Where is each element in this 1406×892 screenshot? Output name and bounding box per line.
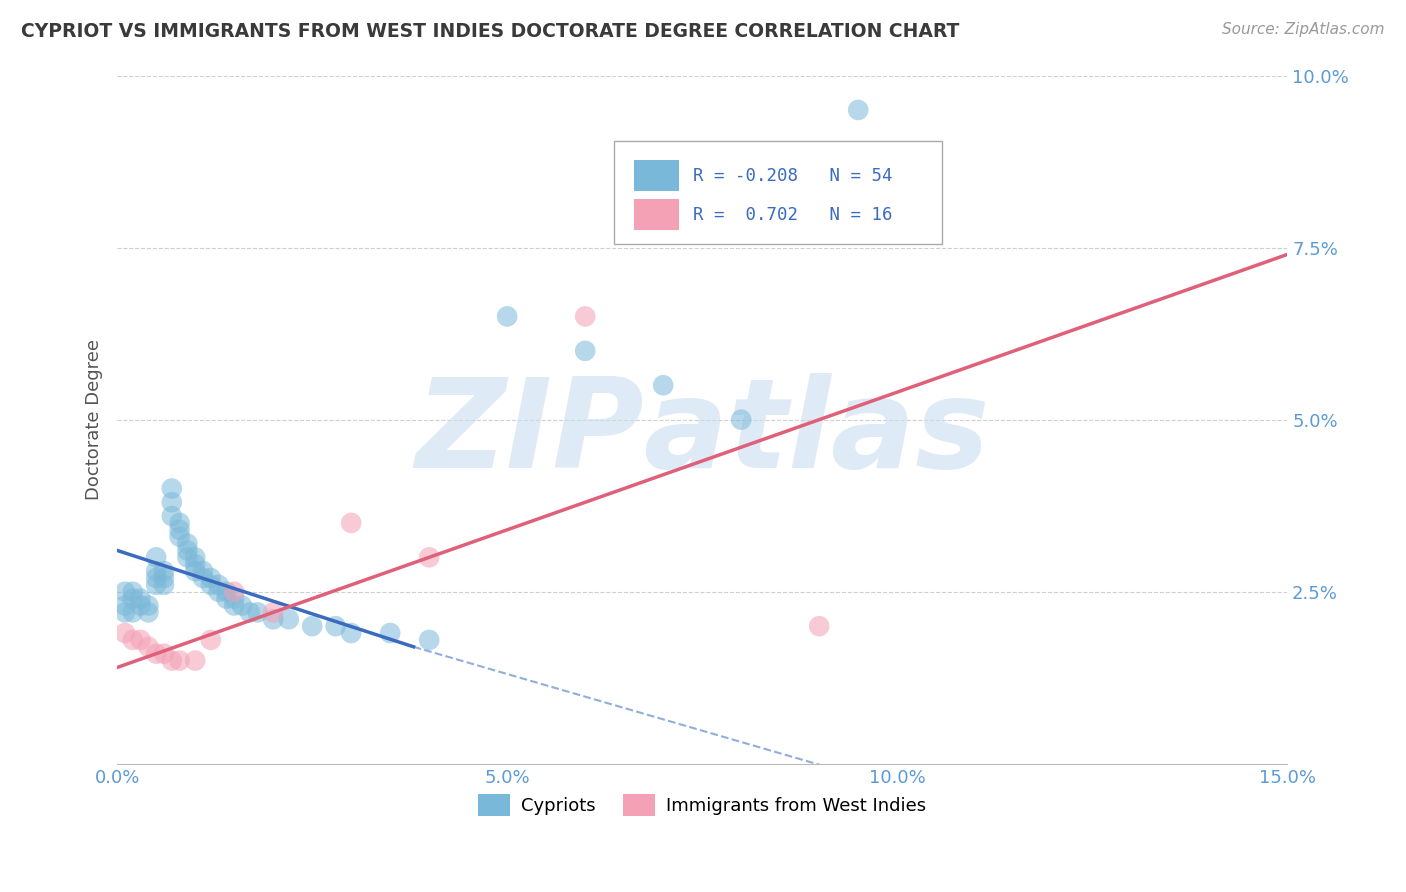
Point [277, 612, 299, 626]
Legend: Cypriots, Immigrants from West Indies: Cypriots, Immigrants from West Indies [471, 787, 934, 823]
Point [418, 632, 440, 647]
Point [418, 550, 440, 565]
Point [215, 591, 238, 606]
Point [730, 412, 752, 426]
Point [224, 584, 246, 599]
Point [340, 516, 363, 530]
Point [121, 632, 143, 647]
Point [215, 584, 238, 599]
Point [129, 591, 152, 606]
Point [114, 584, 136, 599]
Text: R =  0.702   N = 16: R = 0.702 N = 16 [693, 206, 893, 224]
Point [846, 103, 869, 117]
Point [191, 564, 214, 578]
Point [114, 606, 136, 620]
Point [574, 310, 596, 324]
Point [184, 654, 207, 668]
Point [808, 619, 831, 633]
Point [160, 654, 183, 668]
Point [145, 578, 167, 592]
Point [145, 647, 167, 661]
Point [262, 606, 284, 620]
Point [169, 523, 191, 537]
Text: ZIP​atlas: ZIP​atlas [415, 373, 990, 494]
Point [129, 599, 152, 613]
Point [262, 612, 284, 626]
Point [231, 599, 253, 613]
Point [325, 619, 347, 633]
Point [138, 599, 160, 613]
Point [224, 591, 246, 606]
Point [224, 599, 246, 613]
Point [200, 578, 222, 592]
Point [301, 619, 323, 633]
Point [153, 564, 176, 578]
Point [145, 550, 167, 565]
Point [121, 606, 143, 620]
Point [114, 626, 136, 640]
Point [176, 543, 198, 558]
Point [129, 632, 152, 647]
Point [200, 571, 222, 585]
Point [169, 530, 191, 544]
Text: Source: ZipAtlas.com: Source: ZipAtlas.com [1222, 22, 1385, 37]
Point [239, 606, 262, 620]
Point [160, 482, 183, 496]
Point [380, 626, 402, 640]
Point [114, 599, 136, 613]
Point [200, 632, 222, 647]
Point [184, 564, 207, 578]
FancyBboxPatch shape [614, 141, 942, 244]
Y-axis label: Doctorate Degree: Doctorate Degree [86, 339, 103, 500]
Point [207, 584, 229, 599]
FancyBboxPatch shape [634, 161, 679, 191]
Point [121, 584, 143, 599]
Point [191, 571, 214, 585]
Point [160, 509, 183, 524]
Point [574, 343, 596, 358]
Point [184, 550, 207, 565]
Point [340, 626, 363, 640]
Point [184, 558, 207, 572]
Point [176, 550, 198, 565]
Point [138, 640, 160, 654]
Point [153, 578, 176, 592]
FancyBboxPatch shape [634, 200, 679, 230]
Point [169, 654, 191, 668]
Point [160, 495, 183, 509]
Point [153, 571, 176, 585]
Point [145, 564, 167, 578]
Point [246, 606, 269, 620]
Point [121, 591, 143, 606]
Text: CYPRIOT VS IMMIGRANTS FROM WEST INDIES DOCTORATE DEGREE CORRELATION CHART: CYPRIOT VS IMMIGRANTS FROM WEST INDIES D… [21, 22, 959, 41]
Point [176, 536, 198, 550]
Point [169, 516, 191, 530]
Text: R = -0.208   N = 54: R = -0.208 N = 54 [693, 167, 893, 185]
Point [652, 378, 675, 392]
Point [153, 647, 176, 661]
Point [138, 606, 160, 620]
Point [145, 571, 167, 585]
Point [207, 578, 229, 592]
Point [496, 310, 519, 324]
